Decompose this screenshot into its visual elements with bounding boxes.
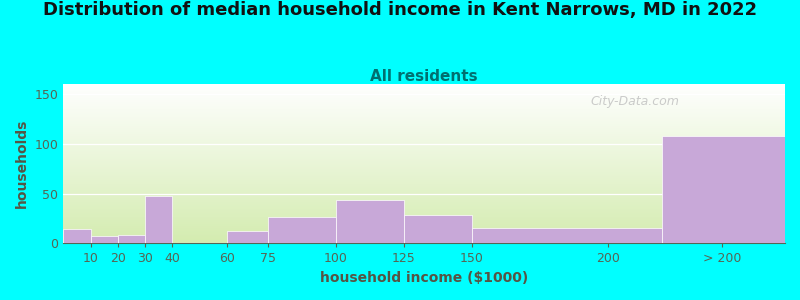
Title: All residents: All residents — [370, 69, 478, 84]
Bar — [90, 236, 118, 243]
Text: City-Data.com: City-Data.com — [590, 95, 679, 108]
Y-axis label: households: households — [15, 119, 29, 208]
Bar — [336, 200, 404, 243]
Bar — [63, 230, 90, 243]
Bar — [472, 229, 662, 243]
Bar — [118, 236, 145, 243]
Bar — [662, 136, 785, 243]
Bar — [404, 214, 472, 243]
Bar — [226, 232, 267, 243]
Bar — [145, 196, 172, 243]
Text: Distribution of median household income in Kent Narrows, MD in 2022: Distribution of median household income … — [43, 2, 757, 20]
X-axis label: household income ($1000): household income ($1000) — [320, 271, 528, 285]
Bar — [267, 217, 336, 243]
